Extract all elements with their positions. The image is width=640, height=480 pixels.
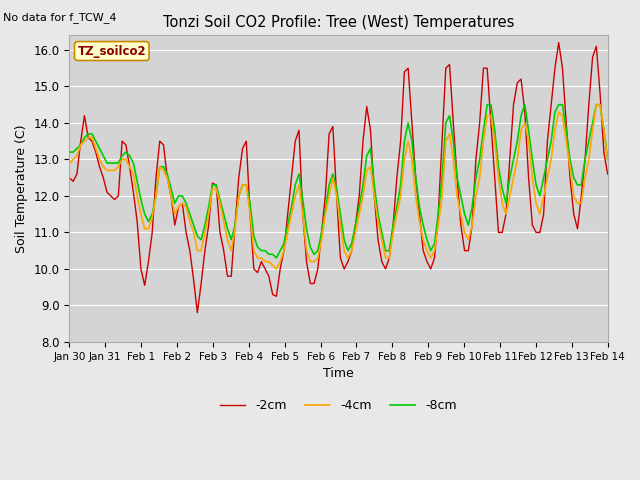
-8cm [103,160,111,166]
-8cm [604,156,611,162]
-2cm [235,175,243,180]
-4cm [145,226,152,232]
-2cm [555,40,563,46]
-4cm [453,193,461,199]
-2cm [453,175,461,180]
-4cm [604,156,611,162]
-2cm [502,211,510,217]
Title: Tonzi Soil CO2 Profile: Tree (West) Temperatures: Tonzi Soil CO2 Profile: Tree (West) Temp… [163,15,514,30]
-4cm [103,168,111,173]
Line: -4cm: -4cm [69,105,607,269]
Line: -8cm: -8cm [69,105,607,258]
-2cm [509,102,517,108]
-8cm [65,149,73,155]
-8cm [231,222,239,228]
X-axis label: Time: Time [323,367,354,380]
-8cm [506,175,514,180]
-4cm [231,226,239,232]
-2cm [193,310,201,315]
-2cm [103,190,111,195]
-4cm [502,211,510,217]
-8cm [513,138,521,144]
-4cm [65,160,73,166]
-8cm [273,255,280,261]
-4cm [273,266,280,272]
-8cm [453,175,461,180]
-4cm [593,102,600,108]
-2cm [145,259,152,264]
Y-axis label: Soil Temperature (C): Soil Temperature (C) [15,124,28,253]
-8cm [483,102,491,108]
Text: TZ_soilco2: TZ_soilco2 [77,45,146,58]
Line: -2cm: -2cm [69,43,607,312]
-4cm [509,175,517,180]
Legend: -2cm, -4cm, -8cm: -2cm, -4cm, -8cm [215,394,462,417]
Text: No data for f_TCW_4: No data for f_TCW_4 [3,12,116,23]
-2cm [604,171,611,177]
-2cm [65,175,73,180]
-8cm [145,218,152,224]
